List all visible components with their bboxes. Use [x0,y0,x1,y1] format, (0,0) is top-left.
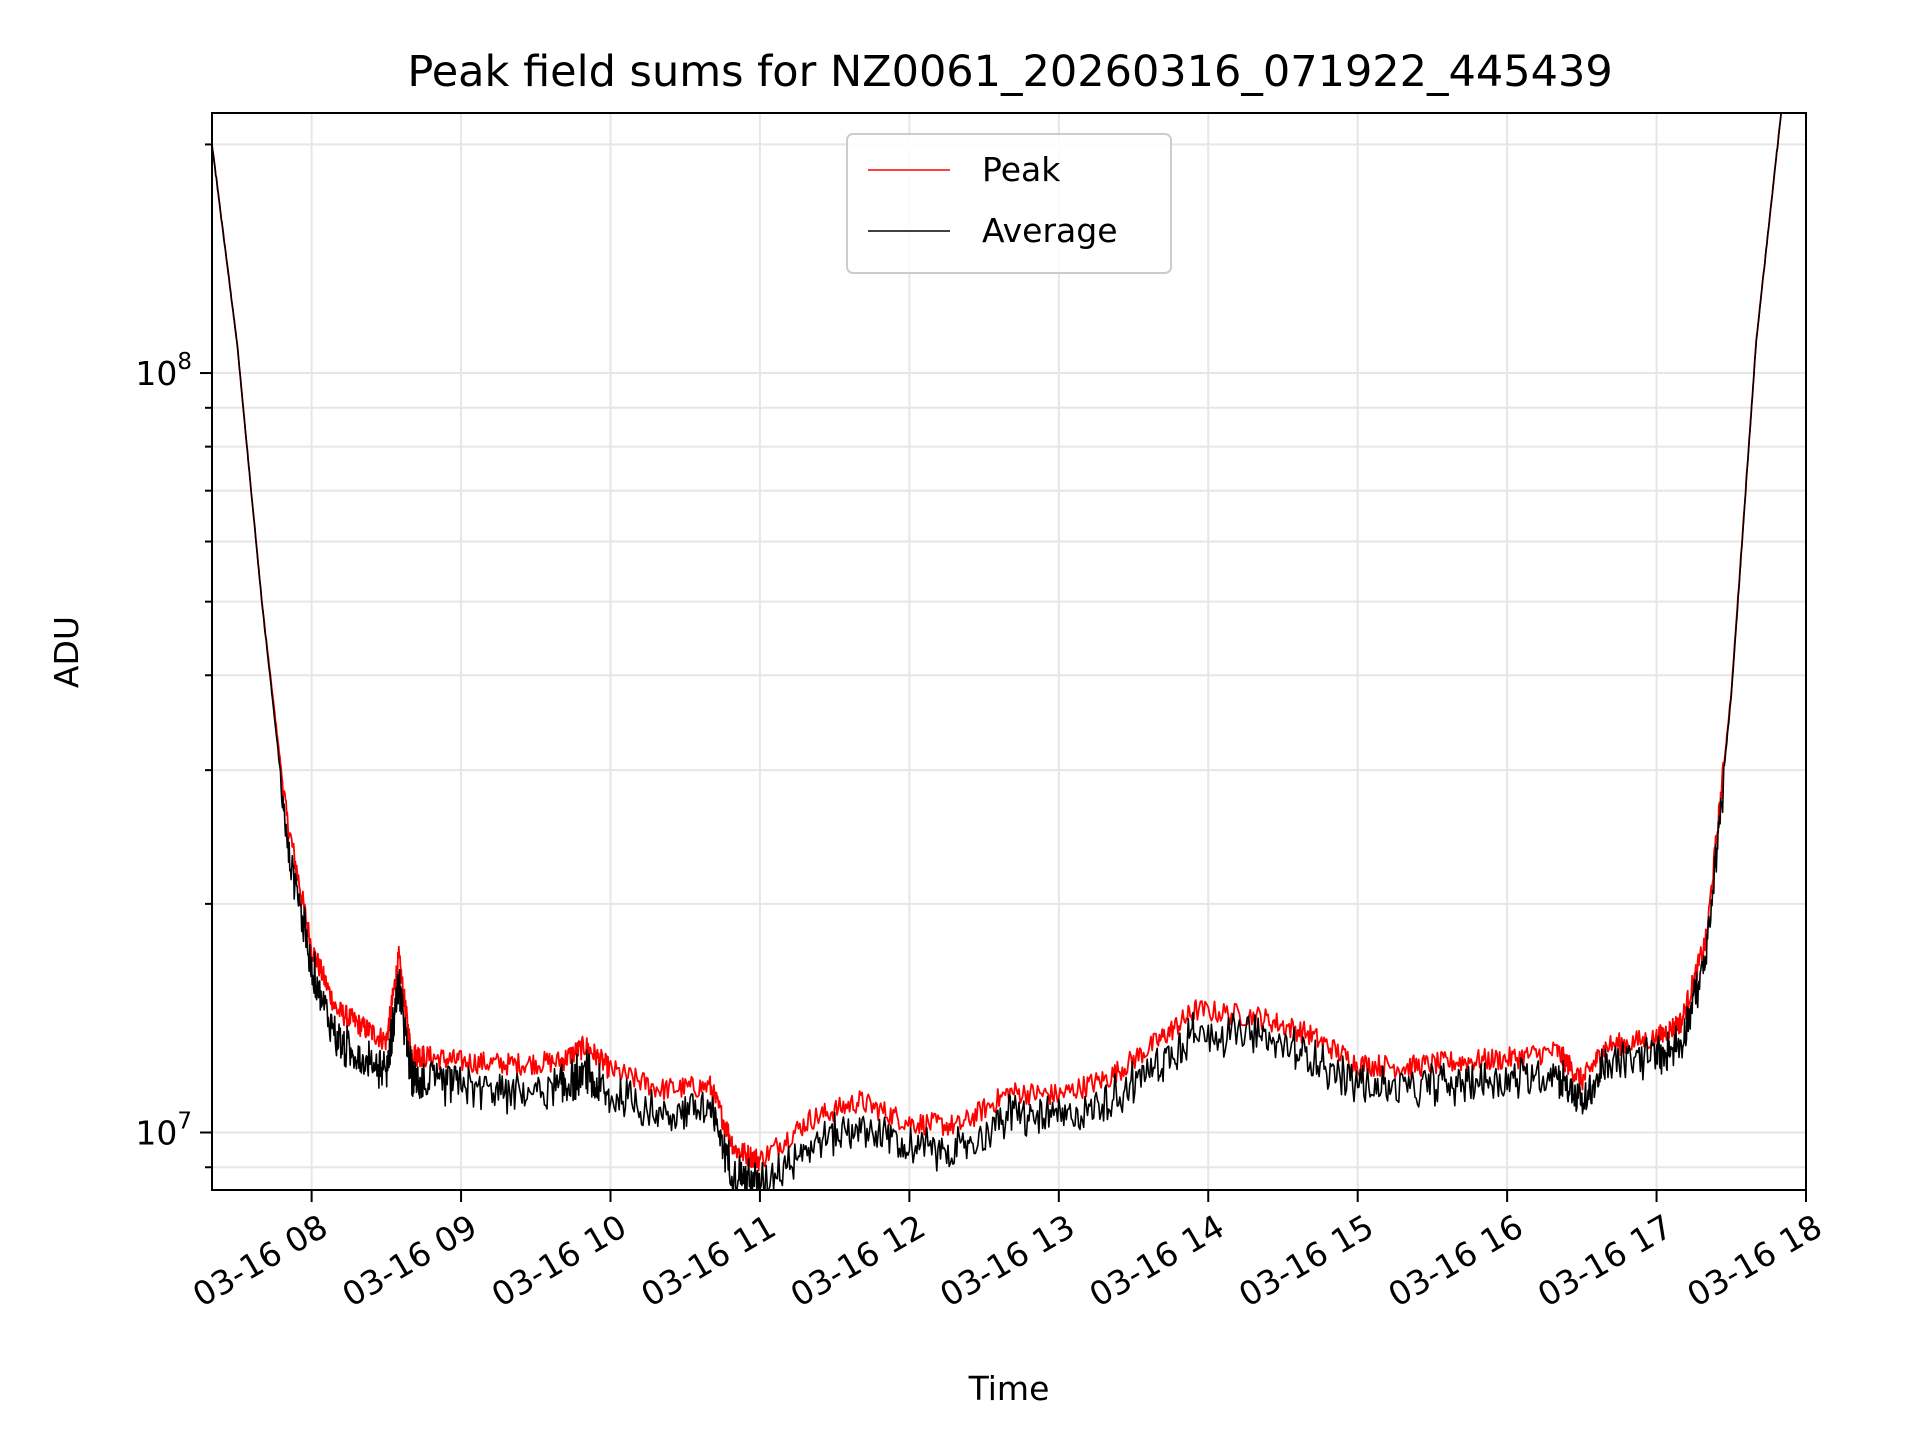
chart-title: Peak field sums for NZ0061_20260316_0719… [407,47,1612,97]
x-axis-label: Time [968,1369,1050,1408]
plot-frame [211,112,1807,1191]
series-layer [211,112,1782,1191]
legend-label-average: Average [982,211,1118,250]
series-line-average [211,112,1782,1191]
legend: Peak Average [846,133,1172,274]
series-line-peak [211,112,1782,1172]
y-tick-label: 108 [135,349,192,393]
y-axis-label: ADU [47,616,86,688]
y-axis: 107 108 [135,143,212,1169]
legend-label-peak: Peak [982,150,1061,189]
legend-box [846,133,1172,274]
y-tick-label: 107 [135,1108,192,1152]
